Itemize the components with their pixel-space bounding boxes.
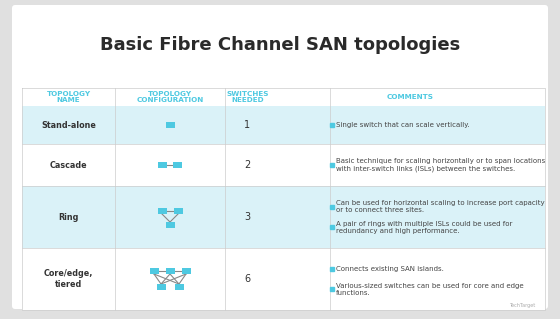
Text: Stand-alone: Stand-alone — [41, 121, 96, 130]
Bar — [166, 122, 175, 128]
Bar — [150, 268, 158, 274]
Text: TOPOLOGY
CONFIGURATION: TOPOLOGY CONFIGURATION — [137, 91, 204, 103]
Bar — [22, 144, 545, 186]
Bar — [181, 268, 190, 274]
Text: 2: 2 — [244, 160, 251, 170]
Text: A pair of rings with multiple ISLs could be used for
redundancy and high perform: A pair of rings with multiple ISLs could… — [336, 221, 512, 234]
Text: Connects existing SAN islands.: Connects existing SAN islands. — [336, 266, 444, 272]
Text: Core/edge,
tiered: Core/edge, tiered — [44, 269, 93, 289]
Bar — [166, 268, 175, 274]
Text: Can be used for horizontal scaling to increase port capacity
or to connect three: Can be used for horizontal scaling to in… — [336, 200, 545, 213]
Text: Various-sized switches can be used for core and edge
functions.: Various-sized switches can be used for c… — [336, 283, 524, 296]
Bar — [156, 284, 166, 290]
Text: COMMENTS: COMMENTS — [386, 94, 433, 100]
Bar — [157, 208, 166, 214]
FancyBboxPatch shape — [12, 5, 548, 309]
Bar — [175, 284, 184, 290]
Text: Basic Fibre Channel SAN topologies: Basic Fibre Channel SAN topologies — [100, 36, 460, 54]
Text: SWITCHES
NEEDED: SWITCHES NEEDED — [226, 91, 269, 103]
Bar — [173, 162, 182, 168]
Text: Basic technique for scaling horizontally or to span locations
with inter-switch : Basic technique for scaling horizontally… — [336, 158, 545, 172]
Bar — [22, 186, 545, 248]
Text: TOPOLOGY
NAME: TOPOLOGY NAME — [46, 91, 91, 103]
Text: 1: 1 — [244, 120, 250, 130]
Text: 3: 3 — [244, 212, 250, 222]
Bar — [166, 222, 175, 228]
Text: 6: 6 — [244, 274, 250, 284]
Text: Single switch that can scale vertically.: Single switch that can scale vertically. — [336, 122, 470, 128]
Bar — [174, 208, 183, 214]
Bar — [22, 106, 545, 144]
Text: Cascade: Cascade — [50, 160, 87, 169]
Text: TechTarget: TechTarget — [508, 303, 535, 308]
Text: Ring: Ring — [58, 212, 79, 221]
Bar — [22, 248, 545, 310]
Bar — [158, 162, 167, 168]
